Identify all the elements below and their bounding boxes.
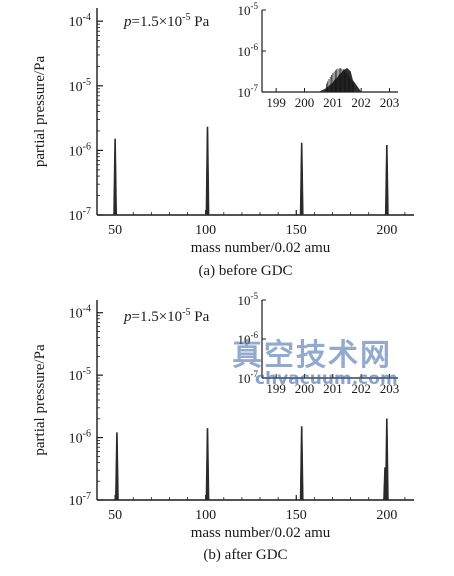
y-tick-label-base: 10 [69, 15, 83, 30]
inset-y-tick-label: 10-7 [238, 83, 259, 100]
x-axis-label: mass number/0.02 amu [191, 240, 331, 256]
y-tick-label-exp: -7 [83, 206, 91, 217]
inset-x-tick-label: 202 [351, 95, 371, 110]
y-tick-label-exp: -6 [83, 141, 91, 152]
y-tick-label-base: 10 [69, 209, 83, 224]
y-tick-label-exp: -5 [83, 366, 91, 377]
y-tick-label-exp: -4 [83, 304, 91, 315]
annotation-exp: -5 [182, 307, 190, 318]
peak-bar [299, 426, 304, 501]
x-tick-label: 50 [108, 508, 122, 523]
peak-bar [383, 467, 387, 501]
peak-bar [113, 138, 118, 216]
y-tick-label-base: 10 [69, 494, 83, 509]
inset-y-tick-label-base: 10 [238, 293, 251, 308]
inset-y-tick-label-base: 10 [238, 3, 251, 18]
y-tick-label-exp: -7 [83, 491, 91, 502]
y-tick-label-base: 10 [69, 80, 83, 95]
inset-y-tick-label-exp: -5 [251, 1, 259, 11]
panel-caption: (b) after GDC [203, 547, 287, 563]
x-tick-label: 200 [376, 223, 397, 238]
x-tick-label: 100 [195, 223, 216, 238]
inset-y-tick-label: 10-7 [238, 369, 259, 386]
inset-y-tick-label: 10-6 [238, 42, 259, 59]
pressure-annotation: p=1.5×10-5 Pa [123, 307, 210, 325]
inset-x-tick-label: 203 [380, 95, 400, 110]
y-tick-label: 10-4 [69, 304, 91, 322]
x-axis-label: mass number/0.02 amu [191, 525, 331, 541]
inset-x-tick-label: 201 [323, 95, 343, 110]
peak-bar [299, 142, 304, 216]
y-tick-label: 10-6 [69, 141, 91, 159]
y-tick-label-exp: -6 [83, 429, 91, 440]
inset-y-tick-label: 10-5 [238, 291, 259, 308]
y-tick-label-base: 10 [69, 144, 83, 159]
y-tick-label-base: 10 [69, 432, 83, 447]
panel-caption: (a) before GDC [198, 263, 292, 279]
y-tick-label: 10-7 [69, 206, 91, 224]
annotation-symbol: p [123, 14, 132, 30]
y-axis-label: partial pressure/Pa [32, 344, 48, 456]
annotation-symbol: p [123, 309, 132, 325]
inset-y-tick-label-base: 10 [238, 371, 251, 386]
x-tick-label: 150 [286, 223, 307, 238]
y-tick-label-exp: -4 [83, 12, 91, 23]
x-tick-label: 200 [376, 508, 397, 523]
inset-y-tick-label-base: 10 [238, 85, 251, 100]
y-tick-label: 10-5 [69, 77, 91, 95]
inset-y-tick-label: 10-6 [238, 330, 259, 347]
inset-x-tick-label: 200 [295, 381, 315, 396]
peak-bar [205, 126, 210, 216]
peak-bar [384, 144, 389, 216]
watermark-chinese: 真空技术网 [232, 338, 392, 373]
y-tick-label: 10-7 [69, 491, 91, 509]
y-tick-label-base: 10 [69, 307, 83, 322]
y-tick-label-base: 10 [69, 369, 83, 384]
annotation-unit: Pa [191, 14, 210, 30]
x-tick-label: 100 [195, 508, 216, 523]
inset-x-tick-label: 199 [266, 95, 286, 110]
inset-y-tick-label-base: 10 [238, 332, 251, 347]
inset-y-tick-label-base: 10 [238, 44, 251, 59]
inset-x-tick-label: 199 [266, 381, 286, 396]
inset-y-tick-label-exp: -6 [251, 330, 259, 340]
x-tick-label: 50 [108, 223, 122, 238]
peak-bar [205, 428, 210, 501]
pressure-annotation: p=1.5×10-5 Pa [123, 12, 210, 30]
annotation-unit: Pa [191, 309, 210, 325]
inset-x-tick-label: 203 [380, 381, 400, 396]
inset-x-tick-label: 201 [323, 381, 343, 396]
y-tick-label-exp: -5 [83, 77, 91, 88]
y-tick-label: 10-4 [69, 12, 91, 30]
annotation-value: =1.5×10 [132, 309, 183, 325]
inset-y-tick-label-exp: -7 [251, 369, 259, 379]
inset-y-tick-label-exp: -7 [251, 83, 259, 93]
inset-y-tick-label: 10-5 [238, 1, 259, 18]
y-tick-label: 10-6 [69, 429, 91, 447]
inset-peak-cluster [318, 67, 362, 93]
annotation-exp: -5 [182, 12, 190, 23]
peak-bar [115, 432, 119, 501]
x-tick-label: 150 [286, 508, 307, 523]
inset-x-tick-label: 200 [295, 95, 315, 110]
annotation-value: =1.5×10 [132, 14, 183, 30]
watermark-latin: chvacuum.com [255, 369, 398, 389]
y-tick-label: 10-5 [69, 366, 91, 384]
inset-y-tick-label-exp: -5 [251, 291, 259, 301]
inset-y-tick-label-exp: -6 [251, 42, 259, 52]
y-axis-label: partial pressure/Pa [32, 56, 48, 168]
inset-x-tick-label: 202 [351, 381, 371, 396]
